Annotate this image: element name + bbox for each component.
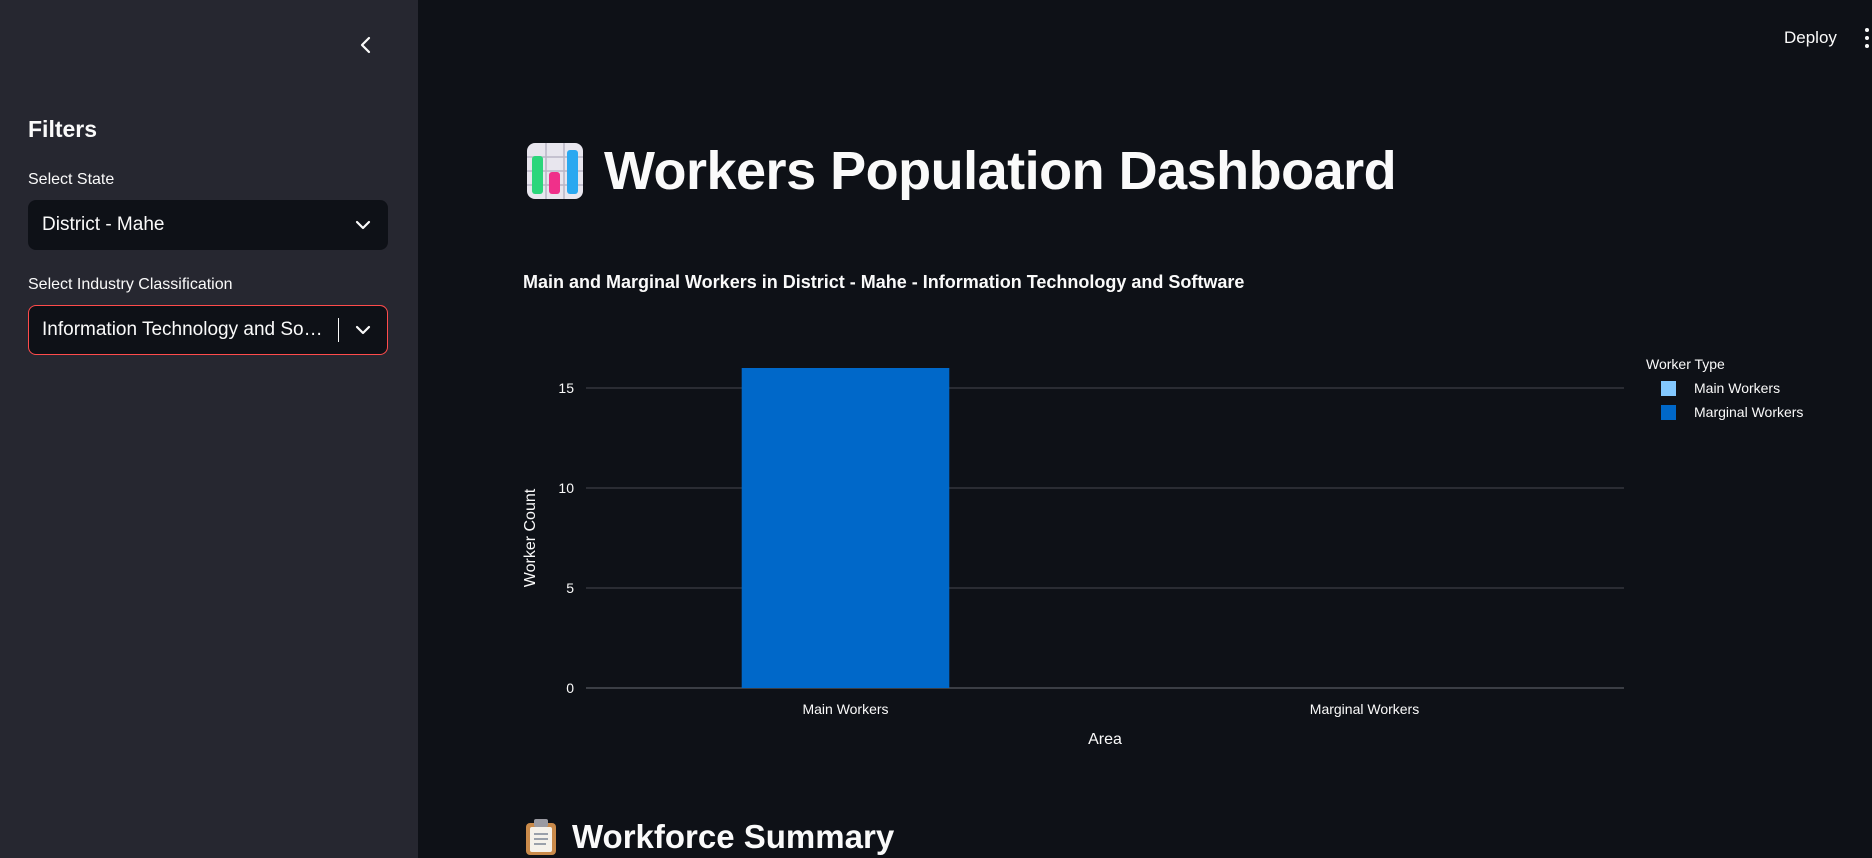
section-title: Workforce Summary: [524, 818, 894, 856]
bar-chart-icon: [527, 143, 583, 199]
y-tick-label: 10: [558, 480, 574, 496]
state-select[interactable]: District - Mahe: [28, 200, 388, 250]
chevron-down-icon[interactable]: [353, 320, 373, 340]
select-divider: [338, 318, 339, 342]
y-tick-label: 0: [566, 680, 574, 696]
legend-label: Main Workers: [1694, 380, 1781, 396]
legend-label: Marginal Workers: [1694, 404, 1804, 420]
chevron-down-icon[interactable]: [353, 215, 373, 235]
x-tick-label: Marginal Workers: [1310, 701, 1419, 717]
page-title-text: Workers Population Dashboard: [604, 141, 1397, 201]
kebab-menu-icon[interactable]: [1862, 28, 1872, 52]
collapse-sidebar-button[interactable]: [354, 30, 378, 60]
deploy-button[interactable]: Deploy: [1784, 28, 1837, 47]
chart-legend: Worker Type Main Workers Marginal Worker…: [1646, 356, 1803, 428]
industry-select-label: Select Industry Classification: [28, 276, 233, 293]
state-select-value: District - Mahe: [42, 214, 165, 235]
industry-select[interactable]: Information Technology and So…: [28, 305, 388, 355]
chevron-left-icon: [360, 36, 371, 54]
legend-item-marginal-workers[interactable]: Marginal Workers: [1646, 404, 1803, 420]
y-tick-label: 5: [566, 580, 574, 596]
x-tick-label: Main Workers: [802, 701, 888, 717]
filters-heading: Filters: [28, 116, 98, 142]
chart-title: Main and Marginal Workers in District - …: [523, 272, 1245, 292]
x-axis-title: Area: [1088, 731, 1122, 748]
y-axis-title: Worker Count: [522, 488, 539, 587]
legend-swatch: [1661, 404, 1676, 420]
page-title: Workers Population Dashboard: [526, 140, 1397, 202]
clipboard-icon: [526, 819, 556, 855]
state-select-label: Select State: [28, 171, 115, 188]
bar[interactable]: [741, 368, 950, 688]
y-tick-label: 15: [558, 380, 574, 396]
bar-chart[interactable]: 0 5 10 15 Main Workers Marginal Workers Area Wo…: [510, 340, 1630, 760]
legend-title: Worker Type: [1646, 356, 1725, 372]
legend-item-main-workers[interactable]: Main Workers: [1646, 380, 1803, 396]
section-title-text: Workforce Summary: [572, 818, 895, 855]
sidebar: Filters Select State District - Mahe Sel…: [0, 0, 418, 858]
legend-swatch: [1661, 380, 1676, 396]
industry-select-value: Information Technology and So…: [42, 319, 323, 340]
